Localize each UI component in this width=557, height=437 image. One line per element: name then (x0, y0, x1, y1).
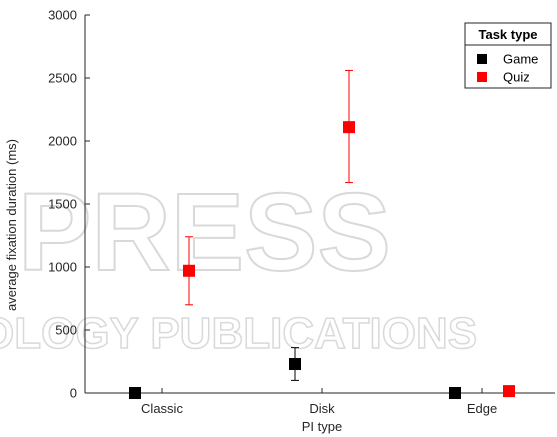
data-point (289, 358, 301, 371)
watermark-line2: OLOGY PUBLICATIONS (0, 309, 477, 358)
axes: 0 500 1000 1500 2000 2500 3000 Classic Disk Edge (48, 8, 555, 416)
y-axis-title: average fixation duration (ms) (4, 139, 19, 311)
data-point (503, 385, 515, 398)
y-tick-label: 2500 (48, 71, 77, 86)
x-tick-label: Edge (467, 401, 497, 416)
y-tick-label: 0 (70, 386, 77, 401)
data-point (129, 387, 141, 399)
watermark-line1: PRESS (18, 171, 391, 294)
y-tick-label: 500 (55, 323, 77, 338)
legend-label: Quiz (503, 70, 530, 85)
data-point (343, 121, 355, 134)
data-point (183, 264, 195, 277)
x-tick-label: Classic (141, 401, 183, 416)
y-tick-label: 2000 (48, 134, 77, 149)
y-tick-label: 1500 (48, 197, 77, 212)
legend-swatch (477, 54, 487, 64)
legend-title: Task type (478, 27, 537, 42)
x-axis-title: PI type (302, 419, 342, 434)
y-tick-label: 1000 (48, 260, 77, 275)
legend: Task type Game Quiz (464, 22, 552, 89)
data-point (449, 387, 461, 399)
y-tick-label: 3000 (48, 8, 77, 23)
x-tick-label: Disk (309, 401, 335, 416)
watermark: PRESS OLOGY PUBLICATIONS (0, 170, 478, 359)
data-marks (129, 69, 515, 399)
legend-swatch (477, 72, 487, 82)
legend-label: Game (503, 52, 538, 67)
